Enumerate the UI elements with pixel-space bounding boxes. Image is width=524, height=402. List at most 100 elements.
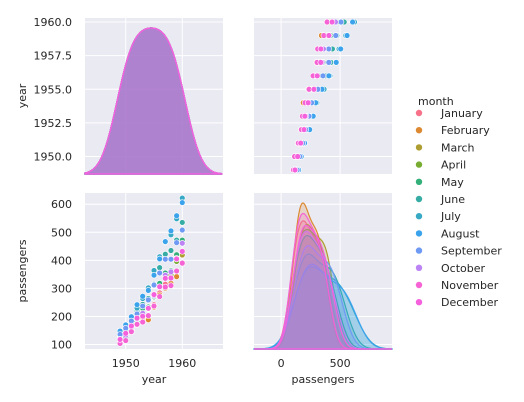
point-june xyxy=(179,219,186,226)
point-september xyxy=(162,256,169,263)
point-november xyxy=(156,293,163,300)
y-tick-label-passengers: 400 xyxy=(51,254,72,267)
legend-label-august: August xyxy=(441,227,480,240)
point-november xyxy=(145,312,152,319)
point-september xyxy=(337,18,345,26)
panel-passengers-year xyxy=(254,18,392,174)
point-november xyxy=(122,337,129,344)
legend-marker-may xyxy=(415,178,423,185)
point-november xyxy=(179,259,186,267)
x-tick-label-passengers: 500 xyxy=(330,357,351,370)
legend-label-june: June xyxy=(440,193,465,206)
y-tick-label-year: 1955.0 xyxy=(34,83,73,96)
legend: month January February March April May June Ju… xyxy=(415,95,502,309)
kde-layer xyxy=(84,27,393,350)
legend-marker-july xyxy=(415,213,423,220)
legend-marker-august xyxy=(415,230,423,237)
point-august xyxy=(133,301,141,308)
point-november xyxy=(139,318,146,326)
legend-marker-january xyxy=(415,109,423,117)
point-september xyxy=(145,296,152,304)
legend-marker-march xyxy=(415,144,423,151)
x-tick-label-year: 1950 xyxy=(112,357,140,370)
legend-label-march: March xyxy=(441,141,475,154)
legend-marker-november xyxy=(415,281,423,289)
gridlines xyxy=(85,18,392,349)
x-tick-label-year: 1960 xyxy=(168,357,196,370)
y-tick-label-year: 1960.0 xyxy=(34,16,73,29)
y-tick-label-year: 1957.5 xyxy=(34,50,73,63)
point-december xyxy=(297,139,304,147)
legend-title: month xyxy=(418,95,454,108)
point-december xyxy=(156,283,163,290)
legend-marker-june xyxy=(415,195,423,203)
point-december xyxy=(145,305,152,312)
point-september xyxy=(332,32,339,39)
y-tick-label-passengers: 600 xyxy=(51,198,72,211)
point-september xyxy=(319,72,327,80)
point-december xyxy=(317,59,324,66)
legend-label-october: October xyxy=(441,262,485,275)
point-november xyxy=(128,328,135,335)
legend-label-january: January xyxy=(440,107,483,120)
x-axis-label-year: year xyxy=(142,373,167,386)
point-december xyxy=(325,32,333,39)
point-august xyxy=(179,199,186,206)
point-december xyxy=(314,72,321,80)
legend-label-september: September xyxy=(441,245,502,258)
point-september xyxy=(150,281,158,289)
point-december xyxy=(294,153,301,160)
point-august xyxy=(333,59,340,66)
y-tick-label-passengers: 300 xyxy=(51,282,72,295)
legend-label-may: May xyxy=(441,176,464,189)
y-tick-label-passengers: 100 xyxy=(51,339,72,352)
point-august xyxy=(139,293,146,300)
point-september xyxy=(325,59,332,66)
point-december xyxy=(179,248,186,255)
point-september xyxy=(167,256,175,263)
point-september xyxy=(325,45,332,53)
point-december xyxy=(128,322,135,330)
point-october xyxy=(179,240,186,247)
point-september xyxy=(179,226,186,234)
point-december xyxy=(301,112,309,120)
point-june xyxy=(156,264,163,271)
point-december xyxy=(167,274,175,282)
point-august xyxy=(162,238,169,245)
point-november xyxy=(162,283,169,291)
kde-passengers-august xyxy=(253,263,393,350)
point-december xyxy=(133,314,141,322)
point-september xyxy=(156,269,163,277)
legend-label-december: December xyxy=(441,296,499,309)
point-august xyxy=(150,272,158,279)
point-december xyxy=(310,86,318,93)
point-december xyxy=(300,126,308,133)
point-august xyxy=(156,255,163,263)
point-november xyxy=(150,302,158,310)
point-august xyxy=(145,287,152,294)
point-august xyxy=(325,72,333,80)
point-june xyxy=(167,247,175,254)
point-august xyxy=(343,32,351,39)
legend-marker-december xyxy=(415,299,423,306)
point-december xyxy=(122,330,129,337)
point-december xyxy=(304,99,312,106)
legend-label-july: July xyxy=(440,210,461,223)
point-november xyxy=(133,321,141,328)
y-tick-label-passengers: 500 xyxy=(51,226,72,239)
point-december xyxy=(291,166,299,174)
legend-marker-september xyxy=(415,247,423,254)
point-august xyxy=(349,18,356,26)
legend-marker-april xyxy=(415,161,423,168)
legend-marker-february xyxy=(415,127,423,134)
point-december xyxy=(139,312,146,320)
point-december xyxy=(173,255,180,263)
y-tick-label-year: 1950.0 xyxy=(34,151,73,164)
legend-label-november: November xyxy=(441,279,499,292)
point-october xyxy=(167,268,175,276)
point-august xyxy=(173,212,180,219)
x-tick-label-passengers: 0 xyxy=(278,357,285,370)
point-september xyxy=(139,302,146,310)
legend-label-february: February xyxy=(441,124,490,137)
point-august xyxy=(167,227,175,235)
